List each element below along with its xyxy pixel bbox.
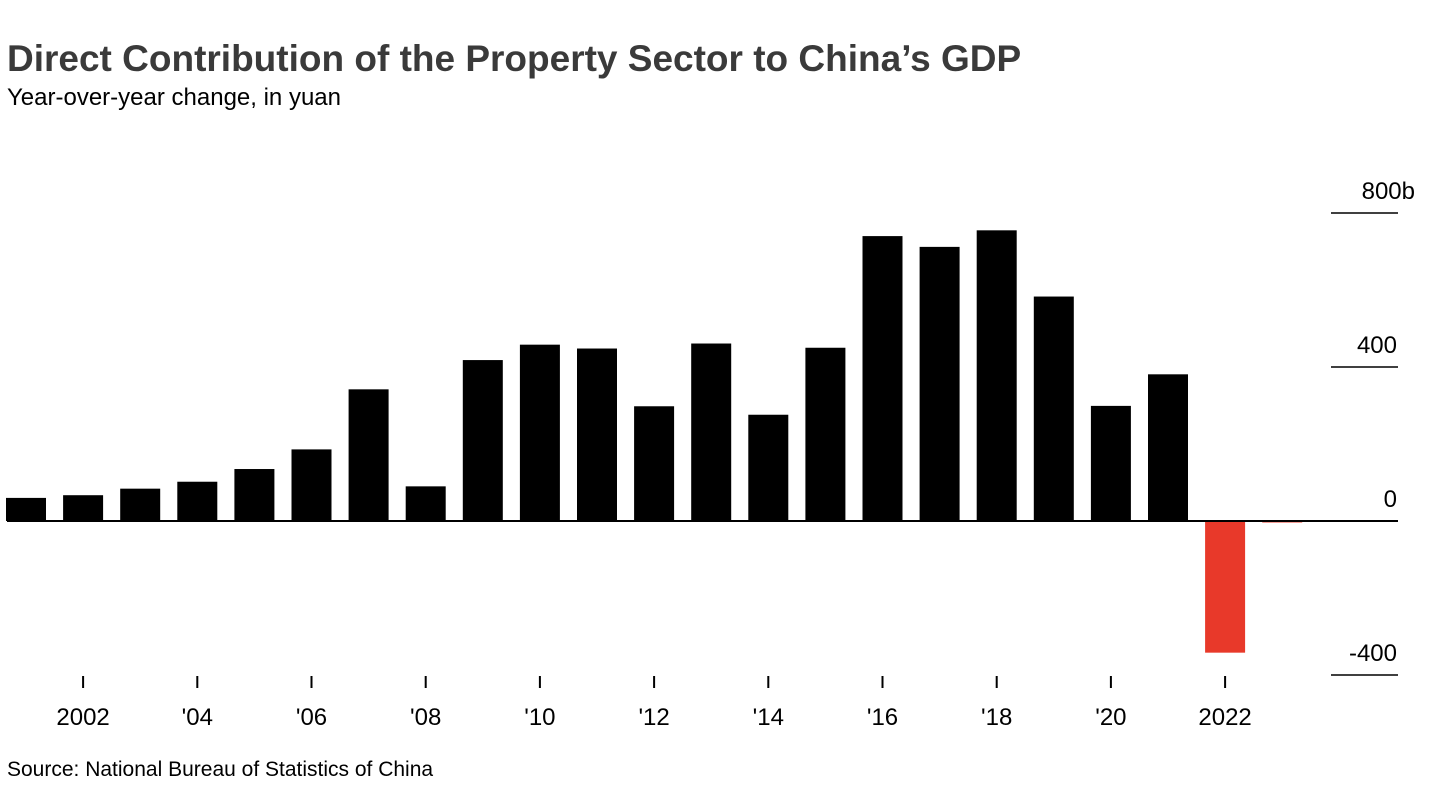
bar-2016 bbox=[862, 236, 903, 521]
y-tick-label: -400 bbox=[1349, 640, 1397, 667]
bar-2012 bbox=[634, 406, 675, 521]
source-note: Source: National Bureau of Statistics of… bbox=[7, 758, 434, 781]
x-tick-label: '14 bbox=[753, 704, 784, 731]
bar-2021 bbox=[1148, 374, 1188, 521]
bar-2020 bbox=[1090, 405, 1131, 521]
bar-2018 bbox=[976, 230, 1017, 521]
bar-2013 bbox=[691, 343, 732, 521]
bar-2008 bbox=[405, 486, 446, 521]
x-tick-label: '08 bbox=[410, 704, 441, 731]
x-tick-label: '06 bbox=[296, 704, 327, 731]
bar-2010 bbox=[519, 344, 560, 521]
y-tick-label: 400 bbox=[1357, 332, 1397, 359]
bar-2002 bbox=[63, 495, 104, 521]
bar-2009 bbox=[462, 360, 503, 521]
x-tick-label: '10 bbox=[524, 704, 555, 731]
x-tick-label: '18 bbox=[981, 704, 1012, 731]
bar-2022 bbox=[1205, 521, 1246, 653]
bar-2014 bbox=[748, 414, 789, 521]
x-tick-label: 2022 bbox=[1198, 704, 1251, 731]
bar-2007 bbox=[348, 389, 389, 521]
x-tick-label: 2002 bbox=[56, 704, 109, 731]
chart-title: Direct Contribution of the Property Sect… bbox=[7, 38, 1022, 79]
x-tick-label: '20 bbox=[1095, 704, 1126, 731]
x-tick-label: '16 bbox=[867, 704, 898, 731]
bar-2015 bbox=[805, 347, 846, 521]
bar-2006 bbox=[291, 449, 332, 521]
y-tick-label: 800b bbox=[1362, 178, 1415, 205]
bar-2004 bbox=[177, 481, 218, 521]
bar-2001 bbox=[6, 497, 46, 521]
bar-2017 bbox=[919, 246, 960, 521]
bar-2011 bbox=[577, 348, 617, 521]
x-tick-label: '04 bbox=[182, 704, 213, 731]
bar-2005 bbox=[234, 469, 275, 521]
bar-2019 bbox=[1033, 296, 1074, 521]
x-tick-label: '12 bbox=[638, 704, 669, 731]
y-tick-label: 0 bbox=[1384, 486, 1397, 513]
chart-subtitle: Year-over-year change, in yuan bbox=[7, 84, 341, 111]
bar-2003 bbox=[120, 488, 161, 521]
